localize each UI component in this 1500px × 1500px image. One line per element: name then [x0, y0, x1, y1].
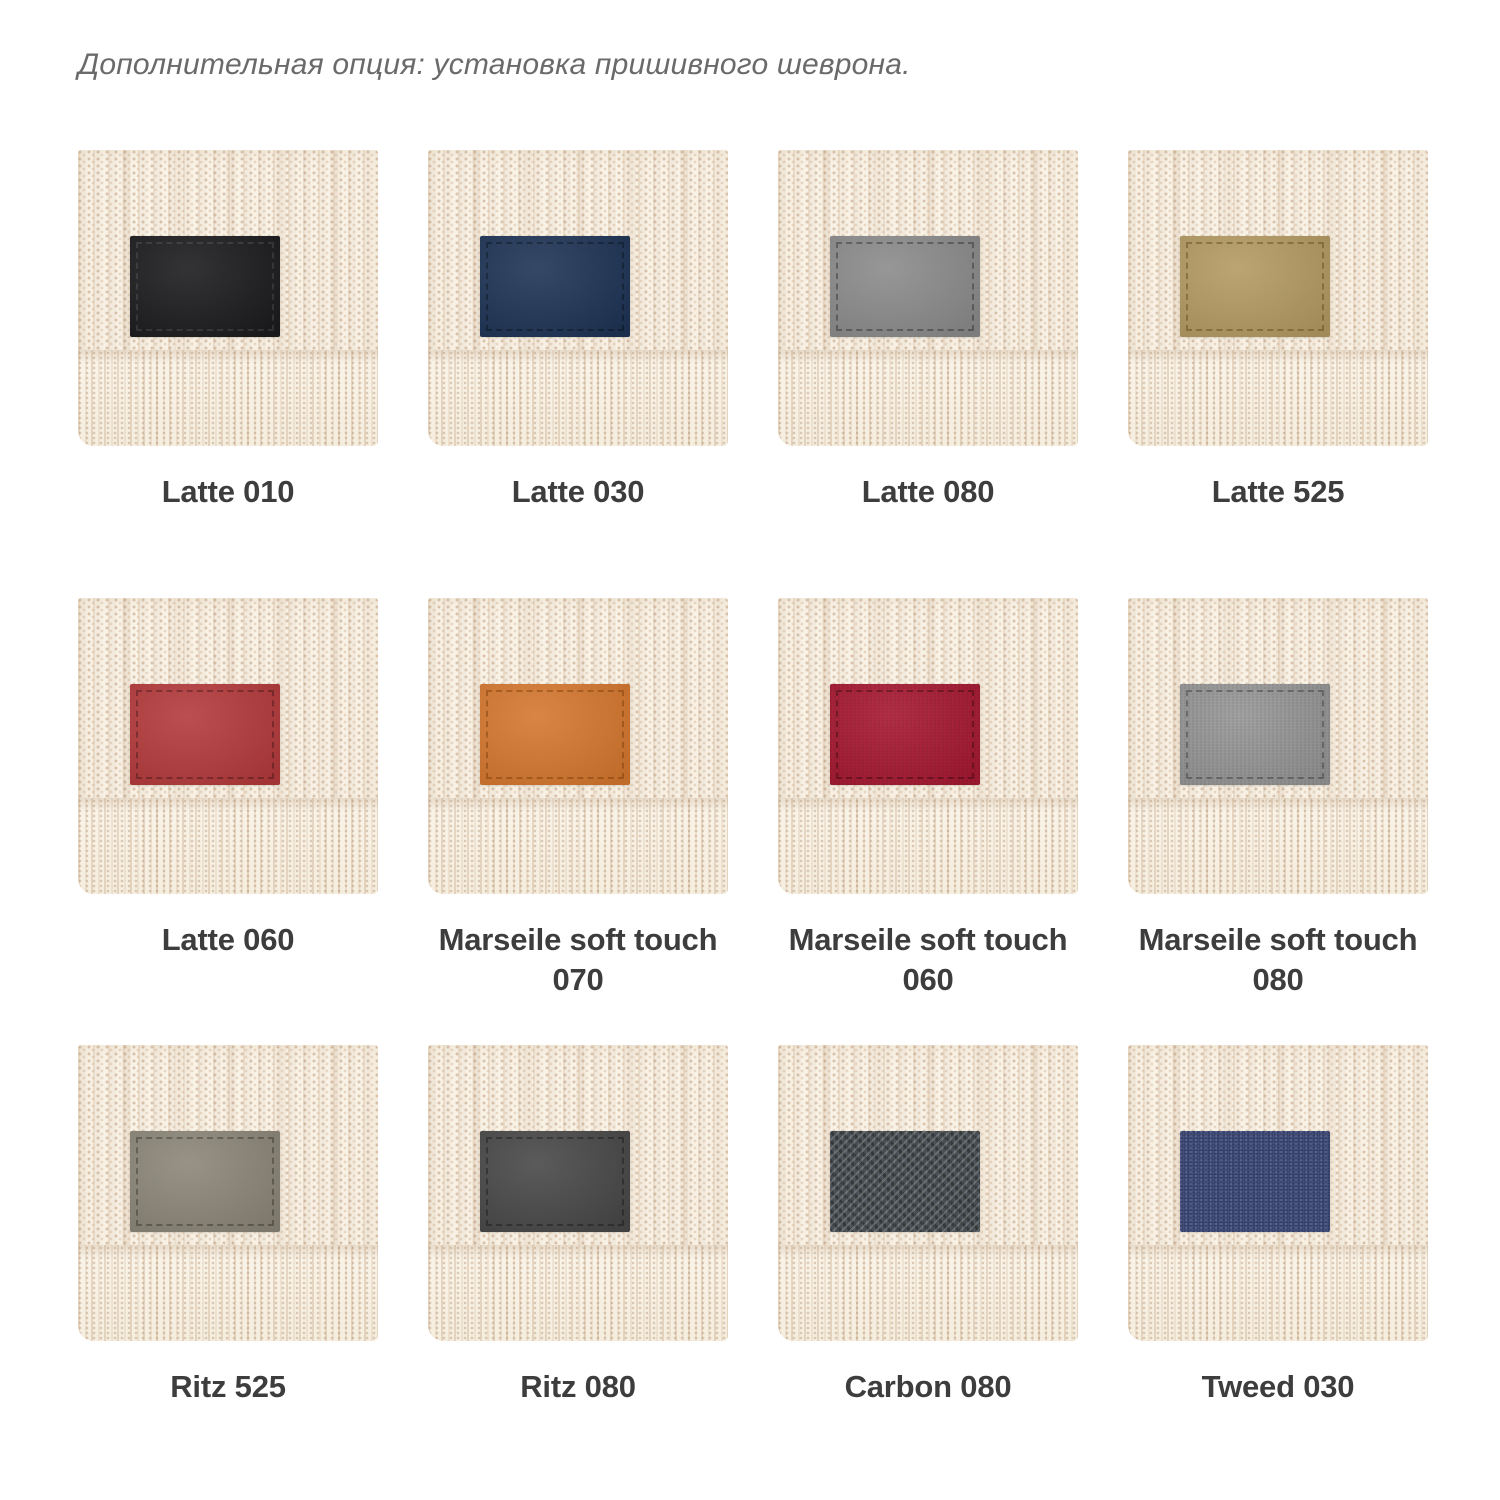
knit-cuff	[428, 350, 728, 446]
swatch-card: Marseile soft touch 070	[428, 598, 728, 1045]
knit-fabric-photo	[778, 598, 1078, 894]
page-caption: Дополнительная опция: установка пришивно…	[78, 48, 911, 81]
knit-fabric-photo	[78, 150, 378, 446]
knit-fabric-photo	[1128, 150, 1428, 446]
swatch-label: Latte 060	[161, 922, 295, 957]
knit-fabric-photo	[428, 598, 728, 894]
stitch-border	[486, 242, 624, 331]
patch-marseile-soft-touch-070	[480, 684, 630, 785]
knit-fabric-photo	[1128, 598, 1428, 894]
swatch-card: Tweed 030	[1128, 1045, 1428, 1407]
patch-latte-030	[480, 236, 630, 337]
patch-latte-525	[1180, 236, 1330, 337]
stitch-border	[136, 690, 274, 779]
swatch-card: Latte 060	[78, 598, 378, 1045]
stitch-border	[136, 242, 274, 331]
knit-cuff	[1128, 350, 1428, 446]
knit-cuff	[778, 350, 1078, 446]
patch-ritz-080	[480, 1131, 630, 1232]
knit-fabric-photo	[778, 150, 1078, 446]
swatch-label: Latte 080	[861, 474, 995, 509]
knit-cuff	[1128, 798, 1428, 894]
swatch-card: Ritz 525	[78, 1045, 378, 1407]
swatch-card: Marseile soft touch 080	[1128, 598, 1428, 1045]
stitch-border	[486, 690, 624, 779]
patch-latte-080	[830, 236, 980, 337]
swatch-label: Marseile soft touch 070	[438, 922, 718, 997]
swatch-card: Latte 010	[78, 150, 378, 598]
swatch-label: Latte 010	[161, 474, 295, 509]
swatch-grid: Latte 010 Latte 030 Latte 080 Latte 525	[78, 150, 1428, 1407]
swatch-card: Latte 525	[1128, 150, 1428, 598]
swatch-label: Latte 030	[511, 474, 645, 509]
patch-latte-060	[130, 684, 280, 785]
knit-cuff	[78, 350, 378, 446]
knit-cuff	[78, 798, 378, 894]
knit-cuff	[428, 798, 728, 894]
knit-cuff	[778, 798, 1078, 894]
knit-cuff	[428, 1245, 728, 1341]
patch-marseile-soft-touch-080	[1180, 684, 1330, 785]
knit-fabric-photo	[428, 1045, 728, 1341]
swatch-label: Tweed 030	[1201, 1369, 1355, 1404]
knit-cuff	[778, 1245, 1078, 1341]
stitch-border	[836, 242, 974, 331]
stitch-border	[136, 1137, 274, 1226]
knit-cuff	[78, 1245, 378, 1341]
swatch-card: Marseile soft touch 060	[778, 598, 1078, 1045]
swatch-card: Carbon 080	[778, 1045, 1078, 1407]
swatch-label: Marseile soft touch 060	[788, 922, 1068, 997]
stitch-border	[836, 690, 974, 779]
knit-fabric-photo	[78, 598, 378, 894]
swatch-card: Latte 030	[428, 150, 728, 598]
stitch-border	[836, 1137, 974, 1226]
swatch-label: Carbon 080	[844, 1369, 1012, 1404]
patch-carbon-080	[830, 1131, 980, 1232]
swatch-label: Ritz 080	[520, 1369, 636, 1404]
stitch-border	[1186, 690, 1324, 779]
knit-fabric-photo	[78, 1045, 378, 1341]
stitch-border	[1186, 1137, 1324, 1226]
swatch-card: Latte 080	[778, 150, 1078, 598]
knit-cuff	[1128, 1245, 1428, 1341]
patch-marseile-soft-touch-060	[830, 684, 980, 785]
swatch-label: Marseile soft touch 080	[1138, 922, 1418, 997]
swatch-label: Ritz 525	[170, 1369, 286, 1404]
swatch-label: Latte 525	[1211, 474, 1345, 509]
knit-fabric-photo	[428, 150, 728, 446]
patch-ritz-525	[130, 1131, 280, 1232]
stitch-border	[486, 1137, 624, 1226]
stitch-border	[1186, 242, 1324, 331]
patch-latte-010	[130, 236, 280, 337]
patch-tweed-030	[1180, 1131, 1330, 1232]
swatch-card: Ritz 080	[428, 1045, 728, 1407]
knit-fabric-photo	[778, 1045, 1078, 1341]
knit-fabric-photo	[1128, 1045, 1428, 1341]
